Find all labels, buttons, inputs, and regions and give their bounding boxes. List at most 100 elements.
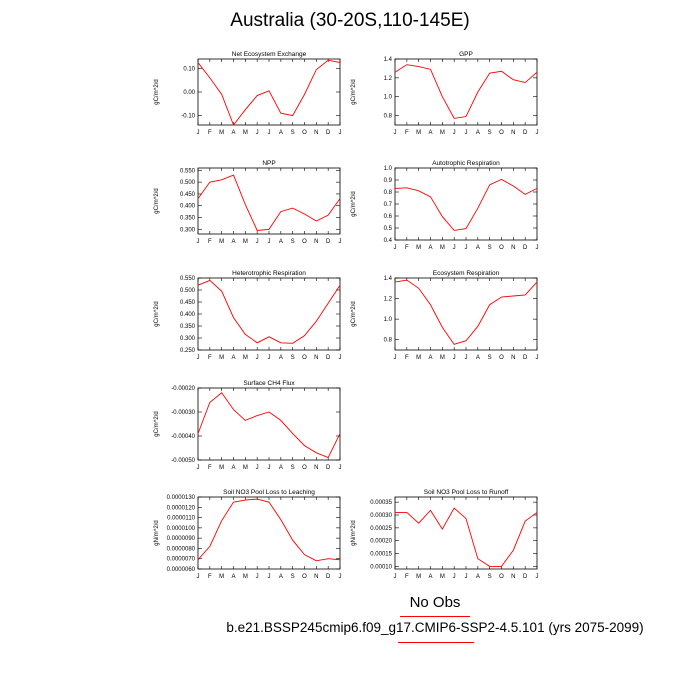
ecosystem-respiration-xtick-label: A [428,355,432,361]
soil-no3-pool-loss-to-leaching-xtick-label: N [314,574,318,580]
ecosystem-respiration-xtick-label: N [511,355,515,361]
gpp-xtick-label: M [416,130,421,136]
soil-no3-pool-loss-to-runoff-series-line [395,507,538,567]
heterotrophic-respiration-xtick-label: S [291,355,295,361]
ecosystem-respiration-ytick-label: 1.4 [384,276,393,282]
autotrophic-respiration-xtick-label: M [416,245,421,251]
autotrophic-respiration-title: Autotrophic Respiration [432,160,500,167]
soil-no3-pool-loss-to-runoff-xtick-label: D [523,574,528,580]
gpp-title: GPP [459,51,473,58]
soil-no3-pool-loss-to-leaching-xtick-label: O [302,574,307,580]
soil-no3-pool-loss-to-runoff-xtick-label: M [416,574,421,580]
surface-ch4-flux-xtick-label: N [314,465,318,471]
net-ecosystem-exchange-xtick-label: J [268,130,271,136]
soil-no3-pool-loss-to-runoff-ytick-label: 0.00010 [370,564,392,570]
gpp-series-line [394,64,538,119]
gpp-ylabel: gC/m^2/d [351,79,357,105]
heterotrophic-respiration-xtick-label: N [314,355,318,361]
autotrophic-respiration-xtick-label: J [465,245,468,251]
autotrophic-respiration-xtick-label: J [536,245,539,251]
npp-xtick-label: F [208,239,212,245]
npp-ytick-label: 0.500 [180,180,196,186]
net-ecosystem-exchange-xtick-label: S [291,130,295,136]
npp-xtick-label: A [231,239,235,245]
autotrophic-respiration-ytick-label: 0.6 [384,214,393,220]
heterotrophic-respiration-xtick-label: J [268,355,271,361]
npp-xtick-label: D [326,239,331,245]
net-ecosystem-exchange-ytick-label: -0.10 [181,114,195,120]
chart-gpp: GPP gC/m^2/d J F M A M J J A S O N D J 0.8 1.0 1.2 1.4 [351,51,539,136]
npp-xtick-label: S [291,239,295,245]
net-ecosystem-exchange-xtick-label: A [279,130,283,136]
soil-no3-pool-loss-to-leaching-xtick-label: M [219,574,224,580]
soil-no3-pool-loss-to-runoff-title: Soil NO3 Pool Loss to Runoff [424,489,509,496]
surface-ch4-flux-xtick-label: M [219,465,224,471]
autotrophic-respiration-xtick-label: F [405,245,409,251]
surface-ch4-flux-xtick-label: M [243,465,248,471]
net-ecosystem-exchange-xtick-label: A [231,130,235,136]
soil-no3-pool-loss-to-leaching-xtick-label: D [326,574,331,580]
soil-no3-pool-loss-to-leaching-ytick-label: 0.0000060 [167,567,196,573]
soil-no3-pool-loss-to-runoff-ylabel: gN/m^2/d [351,520,357,546]
soil-no3-pool-loss-to-leaching-ytick-label: 0.0000120 [167,505,196,511]
npp-xtick-label: O [302,239,307,245]
npp-ytick-label: 0.350 [180,216,196,222]
gpp-xtick-label: M [440,130,445,136]
gpp-xtick-label: J [453,130,456,136]
gpp-xtick-label: J [536,130,539,136]
autotrophic-respiration-xtick-label: O [499,245,504,251]
soil-no3-pool-loss-to-runoff-xtick-label: S [488,574,492,580]
soil-no3-pool-loss-to-runoff-xtick-label: M [440,574,445,580]
surface-ch4-flux-ytick-label: -0.00030 [171,410,195,416]
soil-no3-pool-loss-to-runoff-xtick-label: N [511,574,515,580]
chart-autotrophic-respiration: Autotrophic Respiration gC/m^2/d J F M A M J J A S… [351,160,539,251]
net-ecosystem-exchange-xtick-label: O [302,130,307,136]
npp-series-line [197,174,341,231]
surface-ch4-flux-ytick-label: -0.00020 [171,386,195,392]
gpp-xtick-label: J [394,130,397,136]
net-ecosystem-exchange-frame [197,58,341,126]
soil-no3-pool-loss-to-runoff-ytick-label: 0.00020 [370,539,392,545]
soil-no3-pool-loss-to-leaching-ytick-label: 0.0000110 [167,516,196,522]
net-ecosystem-exchange-xtick-label: M [243,130,248,136]
chart-soil-no3-leaching: Soil NO3 Pool Loss to Leaching gN/m^2/d J F… [154,489,342,580]
ecosystem-respiration-xtick-label: A [476,355,480,361]
gpp-xtick-label: A [476,130,480,136]
soil-no3-pool-loss-to-runoff-ytick-label: 0.00015 [370,552,392,558]
surface-ch4-flux-xtick-label: S [291,465,295,471]
heterotrophic-respiration-xtick-label: J [256,355,259,361]
autotrophic-respiration-ytick-label: 0.8 [384,190,393,196]
soil-no3-pool-loss-to-leaching-xtick-label: A [231,574,235,580]
soil-no3-pool-loss-to-leaching-xtick-label: J [197,574,200,580]
soil-no3-pool-loss-to-runoff-xtick-label: A [428,574,432,580]
npp-xtick-label: N [314,239,318,245]
soil-no3-pool-loss-to-leaching-xtick-label: S [291,574,295,580]
ecosystem-respiration-xtick-label: J [536,355,539,361]
ecosystem-respiration-xtick-label: J [394,355,397,361]
heterotrophic-respiration-xtick-label: D [326,355,331,361]
surface-ch4-flux-series-line [197,392,341,459]
heterotrophic-respiration-ytick-label: 0.400 [180,312,196,318]
legend-obs-line [400,616,470,617]
autotrophic-respiration-xtick-label: A [428,245,432,251]
npp-ytick-label: 0.550 [180,168,196,174]
net-ecosystem-exchange-ytick-label: 0.00 [183,90,195,96]
npp-ytick-label: 0.300 [180,227,196,233]
heterotrophic-respiration-ytick-label: 0.500 [180,288,196,294]
heterotrophic-respiration-ylabel: gC/m^2/d [154,301,160,327]
soil-no3-pool-loss-to-leaching-title: Soil NO3 Pool Loss to Leaching [223,489,315,496]
autotrophic-respiration-series-line [394,178,538,231]
surface-ch4-flux-title: Surface CH4 Flux [243,380,295,387]
soil-no3-pool-loss-to-runoff-xtick-label: J [465,574,468,580]
npp-xtick-label: A [279,239,283,245]
soil-no3-pool-loss-to-runoff-xtick-label: J [536,574,539,580]
net-ecosystem-exchange-xtick-label: J [197,130,200,136]
gpp-xtick-label: D [523,130,528,136]
heterotrophic-respiration-ytick-label: 0.250 [180,348,196,354]
npp-frame [197,167,341,235]
soil-no3-pool-loss-to-leaching-ylabel: gN/m^2/d [154,520,160,546]
heterotrophic-respiration-xtick-label: F [208,355,212,361]
soil-no3-pool-loss-to-leaching-xtick-label: J [268,574,271,580]
